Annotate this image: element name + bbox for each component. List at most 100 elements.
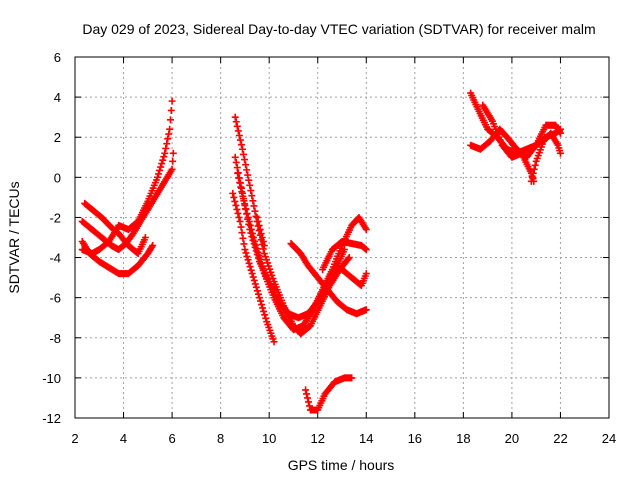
data-point (244, 213, 252, 221)
data-point (253, 287, 261, 295)
data-point (252, 241, 260, 249)
x-tick-label: 14 (359, 431, 373, 446)
series-arc-5 (229, 189, 278, 346)
x-tick-label: 6 (168, 431, 175, 446)
series-arc-16 (479, 101, 538, 185)
data-point (270, 338, 278, 346)
data-point (258, 234, 266, 241)
data-point (231, 113, 239, 121)
series-arc-12 (338, 266, 370, 290)
data-point (245, 259, 253, 267)
data-point (239, 234, 247, 242)
y-tick-label: -6 (49, 291, 61, 306)
data-point (163, 140, 171, 148)
x-tick-label: 24 (602, 431, 616, 446)
series-arc-1 (78, 238, 157, 278)
data-point (158, 160, 166, 168)
data-point (254, 248, 262, 256)
data-point (305, 402, 313, 410)
data-point (260, 242, 268, 250)
data-point (255, 294, 263, 302)
data-point (260, 307, 268, 315)
x-tick-label: 4 (120, 431, 127, 446)
data-point (247, 187, 255, 195)
data-point (361, 245, 369, 253)
data-point (159, 156, 167, 164)
data-point (249, 197, 257, 205)
data-point (166, 125, 174, 133)
data-point (234, 209, 242, 217)
data-point (232, 201, 240, 209)
data-point (246, 221, 254, 229)
data-point (248, 192, 256, 200)
data-point (157, 163, 165, 171)
data-point (531, 161, 539, 169)
data-point (257, 259, 265, 267)
data-point (235, 174, 243, 182)
data-point (531, 143, 539, 151)
y-tick-label: 4 (54, 90, 61, 105)
data-point (250, 234, 258, 241)
data-point (238, 188, 246, 196)
data-point (527, 177, 535, 185)
data-point (239, 192, 247, 200)
data-point (243, 252, 251, 260)
series-arc-4 (78, 97, 176, 258)
data-points (78, 89, 564, 414)
data-point (259, 266, 267, 274)
data-point (231, 197, 239, 205)
data-point (237, 183, 245, 191)
data-point (244, 171, 252, 179)
data-point (251, 280, 259, 288)
data-point (165, 130, 173, 138)
data-point (250, 276, 258, 284)
x-tick-label: 10 (262, 431, 276, 446)
x-tick-label: 20 (505, 431, 519, 446)
data-point (244, 256, 252, 264)
chart-title: Day 029 of 2023, Sidereal Day-to-day VTE… (82, 21, 595, 37)
data-point (248, 270, 256, 278)
data-point (240, 150, 248, 158)
data-point (253, 245, 261, 253)
data-point (252, 212, 260, 220)
data-point (241, 201, 249, 209)
series-arc-9 (253, 213, 268, 250)
x-axis-label: GPS time / hours (288, 457, 395, 473)
data-point (245, 217, 253, 225)
series-arc-2 (78, 149, 177, 254)
y-axis-label: SDTVAR / TECUs (6, 181, 22, 293)
data-point (253, 213, 261, 221)
x-tick-label: 22 (553, 431, 567, 446)
data-point (155, 170, 163, 178)
y-tick-label: -2 (49, 210, 61, 225)
data-point (259, 304, 267, 312)
data-point (254, 217, 262, 225)
y-tick-label: -8 (49, 331, 61, 346)
data-point (169, 157, 177, 165)
data-point (255, 221, 263, 229)
data-point (237, 141, 245, 149)
data-point (256, 255, 264, 263)
data-point (236, 217, 244, 225)
y-tick-label: -10 (42, 371, 61, 386)
data-point (262, 314, 270, 322)
data-point (156, 166, 164, 174)
data-point (233, 205, 241, 213)
data-point (256, 225, 264, 233)
data-point (229, 189, 237, 197)
series-arc-13 (302, 374, 356, 414)
x-tick-label: 12 (310, 431, 324, 446)
data-point (259, 238, 267, 246)
data-point (230, 193, 238, 201)
y-tick-label: -4 (49, 251, 61, 266)
data-point (362, 306, 370, 314)
data-point (305, 398, 313, 406)
data-point (234, 127, 242, 135)
y-tick-label: 6 (54, 50, 61, 65)
data-point (164, 135, 172, 143)
data-point (252, 283, 260, 291)
y-tick-label: 2 (54, 130, 61, 145)
grid (75, 57, 609, 418)
data-point (154, 173, 162, 181)
data-point (530, 165, 538, 173)
